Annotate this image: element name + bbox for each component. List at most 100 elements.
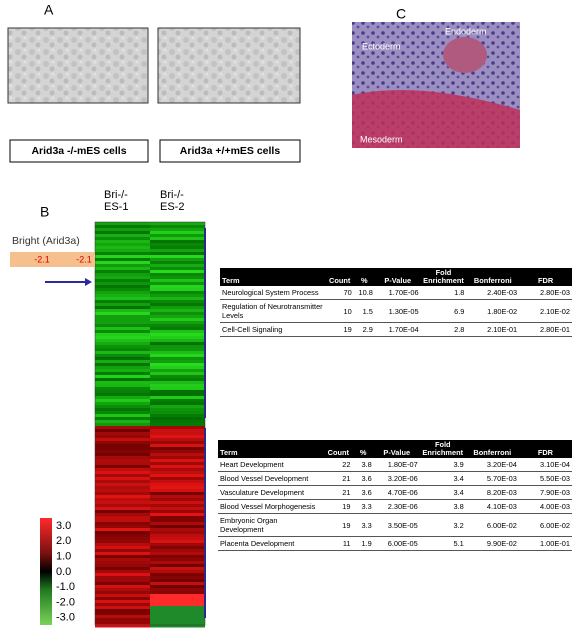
table-cell: 3.9 — [419, 458, 466, 472]
heatmap-cell — [150, 519, 205, 523]
heatmap-cell — [150, 405, 205, 409]
table-cell: 3.3 — [352, 513, 374, 537]
heatmap-cell — [150, 330, 205, 334]
heatmap-cell — [95, 309, 150, 313]
heatmap-cell — [95, 315, 150, 319]
column-header: Fold Enrichment — [419, 440, 466, 458]
heatmap-cell — [150, 327, 205, 331]
heatmap-cell — [95, 324, 150, 328]
table-cell: 7.90E-03 — [518, 485, 572, 500]
table-cell: 3.20E-06 — [373, 471, 420, 486]
gene-label: Bright (Arid3a) — [12, 235, 80, 247]
caption: Arid3a +/+mES cells — [180, 145, 281, 157]
scale-label: 1.0 — [56, 551, 71, 563]
mesoderm-region — [352, 90, 520, 148]
heatmap-cell — [95, 372, 150, 376]
heatmap-cell — [95, 288, 150, 292]
heatmap-cell — [150, 444, 205, 448]
header-row: Term Count% P-Value Fold Enrichment Bonferro… — [218, 440, 572, 458]
heatmap-cell — [150, 543, 205, 547]
heatmap-cell — [150, 357, 205, 361]
table-cell: Blood Vessel Development — [218, 471, 325, 486]
heatmap-cell — [95, 345, 150, 349]
heatmap-cell — [95, 498, 150, 502]
heatmap-cell — [95, 447, 150, 451]
heatmap-cell — [95, 237, 150, 241]
heatmap-cell — [150, 576, 205, 580]
heatmap-cell — [150, 402, 205, 406]
heatmap-cell — [150, 378, 205, 382]
heatmap-cell — [150, 339, 205, 343]
heatmap-cell — [95, 531, 150, 535]
column-header: Bonferroni — [465, 440, 519, 458]
heatmap-cell — [95, 243, 150, 247]
table-cell: 21 — [324, 485, 353, 500]
heatmap-cell — [150, 447, 205, 451]
color-scale — [40, 518, 52, 625]
heatmap-cell — [95, 474, 150, 478]
heatmap-cell — [95, 603, 150, 607]
table-cell: 1.80E-02 — [466, 299, 520, 323]
heatmap-cell — [95, 390, 150, 394]
heatmap-cell — [150, 387, 205, 391]
heatmap-cell — [95, 264, 150, 268]
heatmap-cell — [95, 615, 150, 619]
heatmap-cell — [95, 279, 150, 283]
heatmap-cell — [150, 342, 205, 346]
heatmap-cell — [95, 504, 150, 508]
table-cell: 3.8 — [352, 458, 374, 472]
heatmap-cell — [95, 381, 150, 385]
heatmap-cell — [150, 222, 205, 226]
heatmap-cell — [95, 354, 150, 358]
heatmap-cell — [150, 228, 205, 232]
heatmap-cell — [95, 351, 150, 355]
table-cell: 19 — [325, 322, 354, 337]
table-cell: Neurological System Process — [220, 286, 326, 300]
heatmap-cell — [150, 231, 205, 235]
heatmap-cell — [95, 249, 150, 253]
heatmap-cell — [150, 510, 205, 514]
heatmap-cell — [150, 417, 205, 421]
enrichment-table: Term Count% P-Value Fold Enrichment Bonferro… — [218, 440, 572, 551]
heatmap-cell — [150, 579, 205, 583]
table-cell: Placenta Development — [218, 536, 325, 551]
heatmap-cell — [150, 456, 205, 460]
heatmap-cell — [150, 375, 205, 379]
heatmap-cell — [150, 420, 205, 424]
table-cell: 4.00E-03 — [518, 499, 572, 514]
table-row: Placenta Development 11 1.9 6.00E-05 5.1 9.90… — [218, 536, 572, 551]
heatmap-cell — [150, 531, 205, 535]
column-header: Term — [220, 268, 326, 286]
heatmap-cell — [150, 288, 205, 292]
heatmap-cell — [95, 507, 150, 511]
heatmap-cell — [150, 582, 205, 586]
table-cell: 3.6 — [352, 471, 374, 486]
heatmap-cell — [95, 255, 150, 259]
heatmap-cell — [150, 528, 205, 532]
heatmap-cell — [150, 504, 205, 508]
heatmap-cell — [95, 501, 150, 505]
heatmap-cell — [150, 609, 205, 613]
heatmap-cell — [150, 603, 205, 607]
heatmap-cell — [95, 303, 150, 307]
heatmap-cell — [150, 225, 205, 229]
heatmap-cell — [95, 459, 150, 463]
table-cell: 1.80E-07 — [373, 458, 420, 472]
heatmap-cell — [150, 435, 205, 439]
table-row: Neurological System Process 70 10.8 1.70E-0… — [220, 286, 572, 300]
table-cell: 3.3 — [352, 499, 374, 514]
heatmap-cell — [95, 582, 150, 586]
table-cell: 3.50E-05 — [373, 513, 420, 537]
scale-label: 3.0 — [56, 520, 71, 532]
heatmap-cell — [150, 450, 205, 454]
heatmap-cell — [150, 234, 205, 238]
heatmap-cell — [150, 441, 205, 445]
heatmap-cell — [95, 549, 150, 553]
heatmap-cell — [150, 426, 205, 430]
column-header: Bri-/- ES-1 — [104, 189, 129, 213]
heatmap-cell — [150, 507, 205, 511]
heatmap-cell — [150, 525, 205, 529]
heatmap-cell — [150, 555, 205, 559]
table-cell: 1.70E-06 — [374, 286, 421, 300]
heatmap-cell — [150, 351, 205, 355]
